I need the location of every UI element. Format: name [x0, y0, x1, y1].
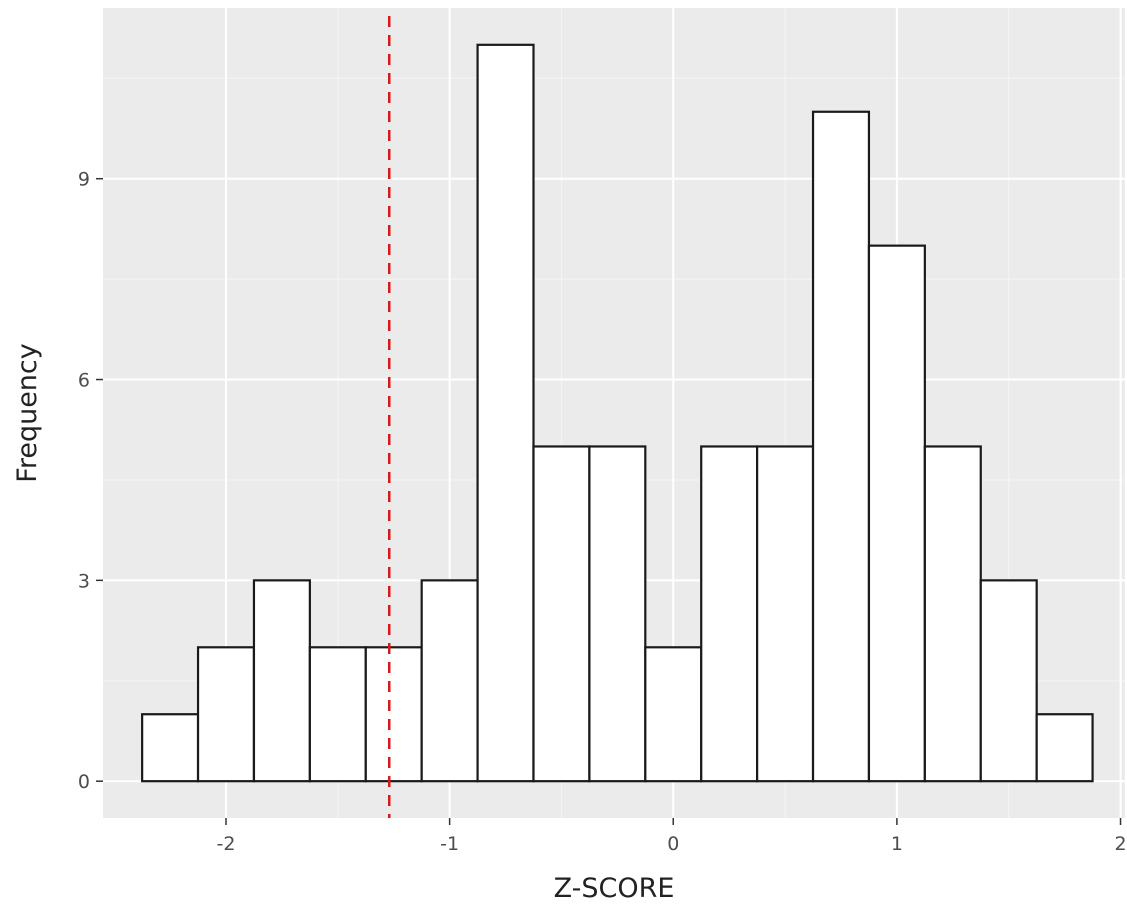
histogram-bar [644, 646, 703, 783]
histogram-bar [923, 445, 982, 783]
y-axis-title: Frequency [12, 343, 43, 483]
histogram-bar [196, 646, 256, 783]
y-tick-label: 3 [78, 570, 90, 592]
x-axis-title: Z-SCORE [554, 873, 675, 904]
x-axis-ticks: -2 -1 0 1 2 [217, 818, 1127, 855]
histogram-bar [867, 244, 926, 783]
x-tick-label: 1 [891, 833, 903, 855]
histogram-bar [756, 445, 815, 783]
histogram-bar [420, 579, 479, 783]
histogram-bar [308, 646, 367, 783]
x-tick-label: -2 [217, 833, 236, 855]
histogram-bar [700, 445, 759, 783]
y-tick-label: 9 [78, 169, 90, 191]
histogram-bar [1035, 713, 1094, 783]
histogram-bars [141, 43, 1094, 783]
histogram-bar [364, 646, 423, 783]
y-tick-label: 6 [78, 370, 90, 392]
histogram-bar [588, 445, 647, 783]
histogram-bar [979, 579, 1038, 783]
histogram-bar [141, 713, 200, 783]
y-axis-ticks: 0 3 6 9 [78, 169, 103, 793]
histogram-bar [811, 110, 871, 783]
histogram-bar [532, 445, 591, 783]
histogram-bar [476, 43, 535, 783]
x-tick-label: -1 [440, 833, 459, 855]
x-tick-label: 2 [1114, 833, 1126, 855]
histogram-bar [252, 579, 311, 783]
y-tick-label: 0 [78, 771, 90, 793]
x-tick-label: 0 [667, 833, 679, 855]
